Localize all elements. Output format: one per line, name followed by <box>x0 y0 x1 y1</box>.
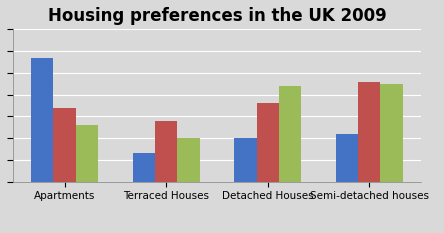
Title: Housing preferences in the UK 2009: Housing preferences in the UK 2009 <box>48 7 386 25</box>
Bar <box>177 138 200 182</box>
Bar <box>53 108 76 182</box>
Bar <box>155 121 177 182</box>
Bar <box>234 138 257 182</box>
Bar <box>31 58 53 182</box>
Bar <box>336 134 358 182</box>
Bar <box>76 125 98 182</box>
Bar <box>133 153 155 182</box>
Bar <box>358 82 381 182</box>
Legend: Liverpool, London, Manchester: Liverpool, London, Manchester <box>52 230 283 233</box>
Bar <box>381 84 403 182</box>
Bar <box>279 86 301 182</box>
Bar <box>257 103 279 182</box>
